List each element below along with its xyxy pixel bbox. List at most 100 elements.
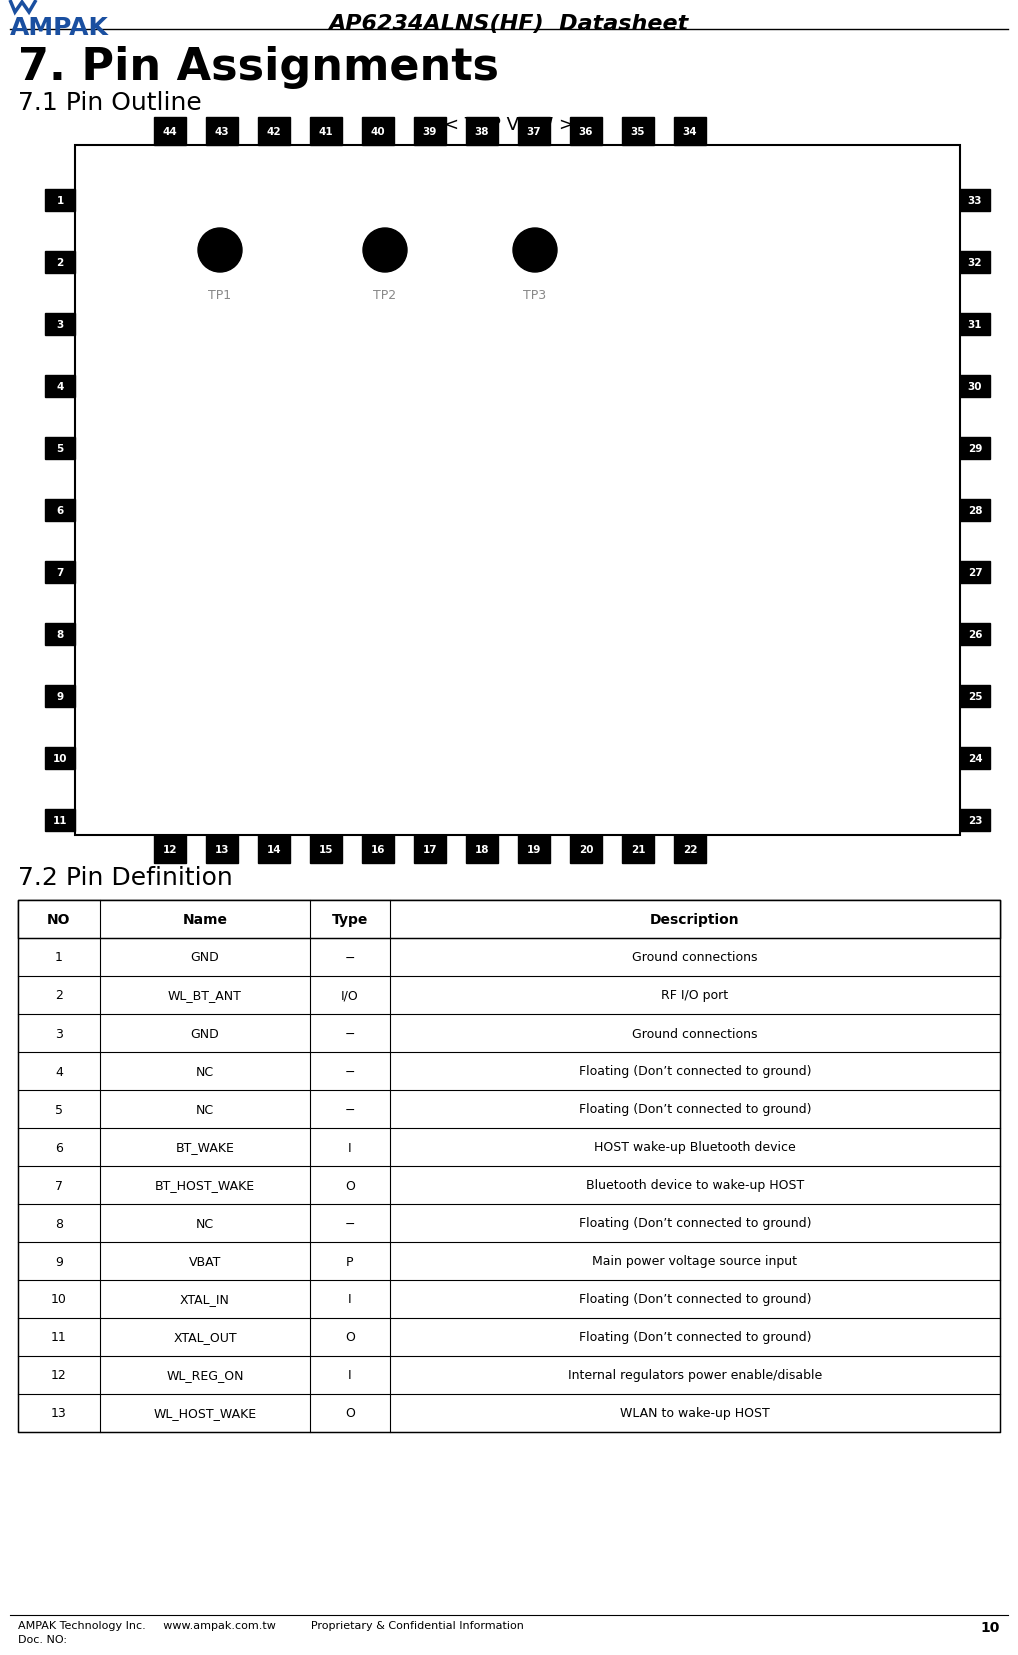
Text: TP1: TP1 [209, 290, 231, 301]
Bar [258, 836, 290, 864]
Text: 41: 41 [319, 127, 333, 137]
Text: HOST wake-up Bluetooth device: HOST wake-up Bluetooth device [595, 1140, 796, 1154]
Text: 16: 16 [371, 844, 385, 854]
Text: WL_BT_ANT: WL_BT_ANT [168, 990, 242, 1001]
Bar [45, 624, 75, 645]
Bar [362, 836, 394, 864]
Text: 38: 38 [474, 127, 490, 137]
Bar [45, 314, 75, 336]
Text: 19: 19 [526, 844, 542, 854]
Text: 27: 27 [968, 568, 982, 578]
Text: RF I/O port: RF I/O port [662, 990, 729, 1001]
Text: Main power voltage source input: Main power voltage source input [592, 1254, 797, 1268]
Text: I: I [348, 1140, 352, 1154]
Text: NC: NC [195, 1102, 214, 1115]
Text: Ground connections: Ground connections [632, 1026, 757, 1039]
Bar [362, 118, 394, 146]
Text: 10: 10 [980, 1620, 1000, 1633]
Bar [466, 836, 498, 864]
Text: Floating (Don’t connected to ground): Floating (Don’t connected to ground) [579, 1064, 811, 1077]
Text: Description: Description [651, 912, 740, 927]
Text: 5: 5 [56, 444, 63, 453]
Bar [960, 252, 989, 273]
Bar [518, 118, 550, 146]
Text: WL_REG_ON: WL_REG_ON [166, 1369, 243, 1382]
Text: 22: 22 [683, 844, 697, 854]
Text: 7: 7 [56, 568, 64, 578]
Text: 21: 21 [631, 844, 645, 854]
Text: XTAL_OUT: XTAL_OUT [173, 1331, 237, 1344]
Text: 17: 17 [422, 844, 438, 854]
Text: 11: 11 [53, 816, 67, 826]
Text: 40: 40 [371, 127, 385, 137]
Text: 37: 37 [526, 127, 542, 137]
Circle shape [513, 228, 557, 273]
Bar [45, 376, 75, 397]
Text: NC: NC [195, 1064, 214, 1077]
Text: 12: 12 [51, 1369, 67, 1382]
Bar [45, 809, 75, 831]
Text: Name: Name [182, 912, 227, 927]
Bar [45, 437, 75, 460]
Text: XTAL_IN: XTAL_IN [180, 1293, 230, 1306]
Text: TP3: TP3 [523, 290, 547, 301]
Text: BT_HOST_WAKE: BT_HOST_WAKE [155, 1178, 256, 1192]
Text: 9: 9 [56, 692, 63, 702]
Text: 6: 6 [56, 506, 63, 516]
Text: 20: 20 [579, 844, 593, 854]
Bar [960, 376, 989, 397]
Text: 4: 4 [56, 382, 64, 392]
Text: 44: 44 [163, 127, 177, 137]
Bar [960, 190, 989, 212]
Text: 10: 10 [53, 753, 67, 763]
Text: 18: 18 [474, 844, 490, 854]
Text: Floating (Don’t connected to ground): Floating (Don’t connected to ground) [579, 1102, 811, 1115]
Text: Type: Type [332, 912, 369, 927]
Text: Doc. NO:: Doc. NO: [18, 1633, 67, 1643]
Text: 30: 30 [968, 382, 982, 392]
Bar [960, 561, 989, 584]
Bar [960, 314, 989, 336]
Text: −: − [345, 1026, 355, 1039]
Bar [622, 118, 654, 146]
Text: 7.1 Pin Outline: 7.1 Pin Outline [18, 91, 202, 114]
Text: 43: 43 [215, 127, 229, 137]
Text: P: P [346, 1254, 353, 1268]
Bar [960, 624, 989, 645]
Text: 7.2 Pin Definition: 7.2 Pin Definition [18, 866, 233, 889]
Bar [310, 118, 342, 146]
Text: 11: 11 [51, 1331, 67, 1344]
Text: 10: 10 [51, 1293, 67, 1306]
Text: < TOP VIEW >: < TOP VIEW > [444, 116, 574, 134]
Text: 42: 42 [267, 127, 281, 137]
Text: O: O [345, 1407, 355, 1420]
Text: 7: 7 [55, 1178, 63, 1192]
Text: 8: 8 [55, 1216, 63, 1230]
Text: NC: NC [195, 1216, 214, 1230]
Text: −: − [345, 952, 355, 963]
Bar [75, 146, 960, 836]
Text: 12: 12 [163, 844, 177, 854]
Text: 3: 3 [56, 319, 63, 329]
Bar [960, 809, 989, 831]
Text: Bluetooth device to wake-up HOST: Bluetooth device to wake-up HOST [586, 1178, 804, 1192]
Text: BT_WAKE: BT_WAKE [175, 1140, 234, 1154]
Text: 23: 23 [968, 816, 982, 826]
Text: 7. Pin Assignments: 7. Pin Assignments [18, 46, 499, 89]
Bar [622, 836, 654, 864]
Circle shape [363, 228, 407, 273]
Text: GND: GND [190, 952, 219, 963]
Bar [45, 561, 75, 584]
Text: WLAN to wake-up HOST: WLAN to wake-up HOST [620, 1407, 770, 1420]
Text: 4: 4 [55, 1064, 63, 1077]
Text: 8: 8 [56, 629, 63, 639]
Bar [960, 437, 989, 460]
Text: Ground connections: Ground connections [632, 952, 757, 963]
Text: NO: NO [47, 912, 70, 927]
Bar [45, 685, 75, 708]
Text: 39: 39 [422, 127, 437, 137]
Text: 9: 9 [55, 1254, 63, 1268]
Text: 14: 14 [267, 844, 281, 854]
Text: I/O: I/O [341, 990, 359, 1001]
Text: 1: 1 [56, 195, 63, 205]
